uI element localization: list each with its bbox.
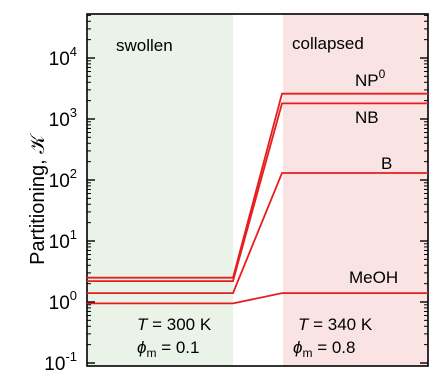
y-axis-label: Partitioning, 𝒦 — [27, 133, 49, 265]
series-lines — [87, 92, 428, 305]
y-tick-label: 10-1 — [44, 349, 77, 375]
y-axis-tick-labels: 10-1 100 101 102 103 104 — [44, 44, 77, 375]
y-tick-label: 104 — [49, 44, 77, 70]
swollen-label: swollen — [116, 36, 173, 55]
series-line-b — [87, 172, 428, 295]
collapsed-label: collapsed — [292, 34, 364, 53]
y-tick-label: 103 — [49, 105, 77, 131]
left-temperature: T = 300 K — [137, 315, 212, 334]
series-line-np — [87, 92, 428, 279]
series-line-meoh — [87, 292, 428, 305]
y-tick-label: 101 — [49, 227, 77, 253]
collapsed-region — [283, 14, 428, 366]
series-label-np: NP0 — [355, 67, 386, 90]
series-line-nb — [87, 102, 428, 283]
series-labels: NP0 NB B MeOH — [349, 67, 398, 287]
y-axis-ticks — [87, 14, 428, 364]
series-label-nb: NB — [355, 108, 379, 127]
swollen-region — [87, 14, 233, 366]
y-tick-label: 102 — [49, 166, 77, 192]
right-volume-fraction: ϕm = 0.8 — [293, 338, 355, 360]
series-label-b: B — [381, 154, 392, 173]
left-volume-fraction: ϕm = 0.1 — [137, 338, 199, 360]
right-temperature: T = 340 K — [298, 315, 373, 334]
plot-frame — [86, 13, 429, 367]
y-tick-label: 100 — [49, 288, 77, 314]
series-label-meoh: MeOH — [349, 268, 398, 287]
